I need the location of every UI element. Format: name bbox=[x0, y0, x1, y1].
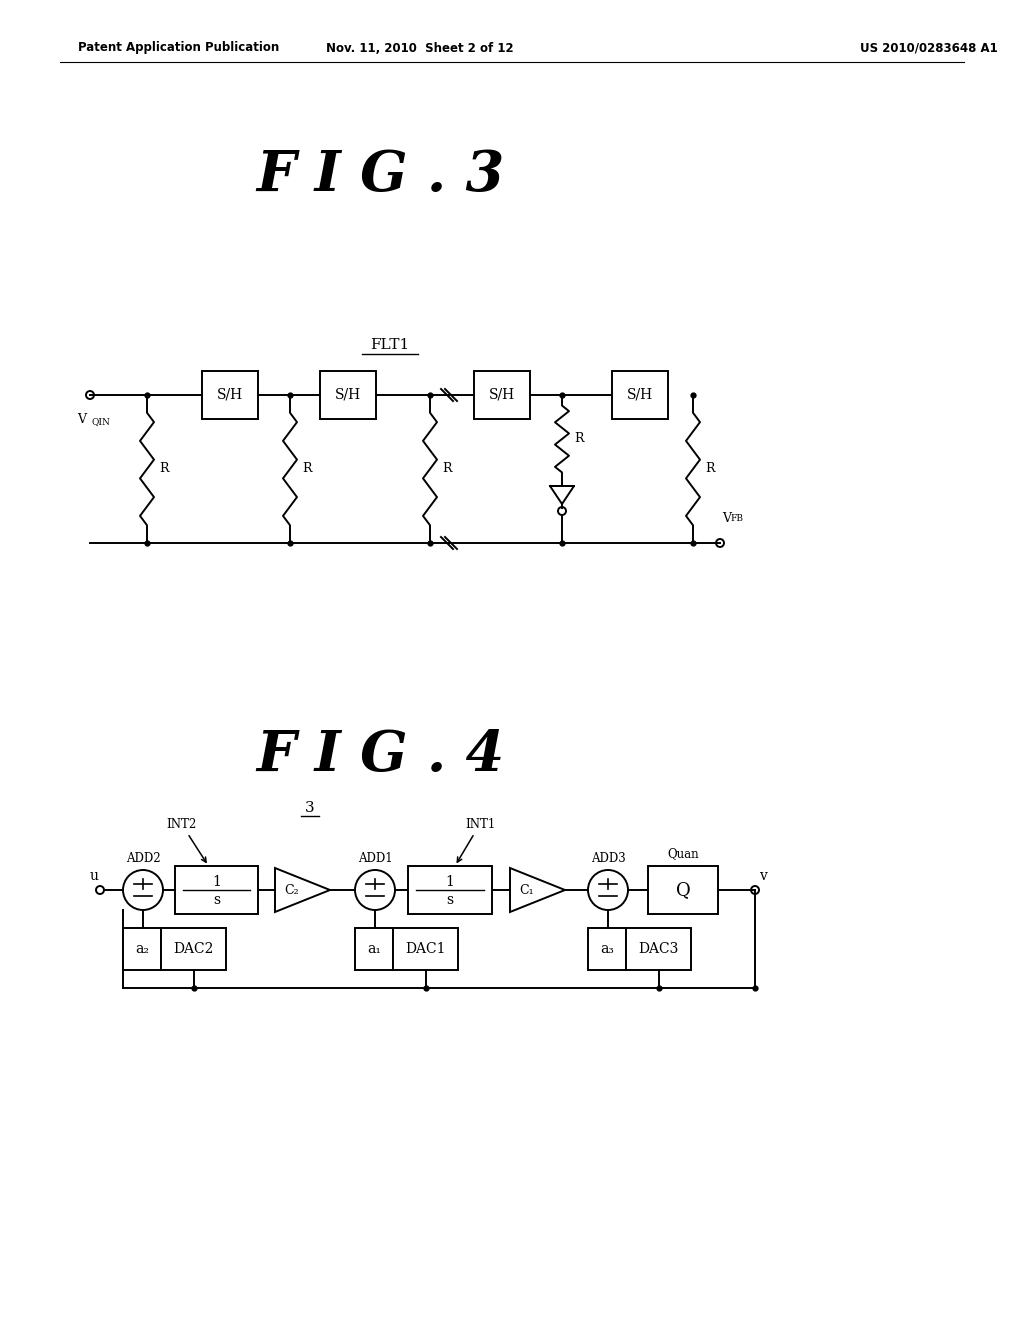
Text: 1: 1 bbox=[445, 875, 455, 888]
Text: S/H: S/H bbox=[488, 388, 515, 403]
Text: V: V bbox=[77, 413, 86, 426]
Text: 1: 1 bbox=[212, 875, 221, 888]
Text: R: R bbox=[574, 433, 584, 446]
Text: v: v bbox=[759, 869, 767, 883]
Bar bbox=[123, 928, 161, 970]
Text: US 2010/0283648 A1: US 2010/0283648 A1 bbox=[860, 41, 997, 54]
Text: V: V bbox=[722, 512, 731, 525]
Text: a₃: a₃ bbox=[600, 942, 614, 956]
Text: INT2: INT2 bbox=[166, 817, 206, 862]
Text: Quan: Quan bbox=[668, 847, 698, 861]
Bar bbox=[355, 928, 393, 970]
Bar bbox=[626, 928, 691, 970]
Text: s: s bbox=[213, 892, 220, 907]
Text: C₁: C₁ bbox=[519, 883, 534, 896]
Text: R: R bbox=[442, 462, 452, 475]
Text: FLT1: FLT1 bbox=[371, 338, 410, 352]
Text: INT1: INT1 bbox=[458, 817, 496, 862]
Bar bbox=[202, 371, 258, 418]
Text: S/H: S/H bbox=[627, 388, 653, 403]
Text: ADD2: ADD2 bbox=[126, 851, 161, 865]
Text: Nov. 11, 2010  Sheet 2 of 12: Nov. 11, 2010 Sheet 2 of 12 bbox=[327, 41, 514, 54]
Bar bbox=[612, 371, 668, 418]
Text: ADD1: ADD1 bbox=[357, 851, 392, 865]
Text: F I G . 4: F I G . 4 bbox=[256, 727, 504, 783]
Text: R: R bbox=[159, 462, 169, 475]
Text: DAC2: DAC2 bbox=[173, 942, 214, 956]
Text: Q: Q bbox=[676, 880, 690, 899]
Bar bbox=[588, 928, 626, 970]
Text: DAC3: DAC3 bbox=[638, 942, 679, 956]
Text: u: u bbox=[89, 869, 98, 883]
Bar bbox=[161, 928, 226, 970]
Bar bbox=[319, 371, 376, 418]
Text: S/H: S/H bbox=[217, 388, 243, 403]
Text: R: R bbox=[302, 462, 311, 475]
Text: 3: 3 bbox=[305, 801, 314, 814]
Bar bbox=[408, 866, 492, 913]
Text: DAC1: DAC1 bbox=[406, 942, 445, 956]
Text: ADD3: ADD3 bbox=[591, 851, 626, 865]
Text: s: s bbox=[446, 892, 454, 907]
Text: R: R bbox=[705, 462, 715, 475]
Text: FB: FB bbox=[730, 513, 743, 523]
Text: S/H: S/H bbox=[335, 388, 361, 403]
Text: a₁: a₁ bbox=[367, 942, 381, 956]
Text: F I G . 3: F I G . 3 bbox=[256, 148, 504, 202]
Text: C₂: C₂ bbox=[285, 883, 299, 896]
Bar bbox=[175, 866, 258, 913]
Bar bbox=[393, 928, 458, 970]
Text: Patent Application Publication: Patent Application Publication bbox=[78, 41, 280, 54]
Bar bbox=[474, 371, 530, 418]
Bar bbox=[648, 866, 718, 913]
Text: a₂: a₂ bbox=[135, 942, 150, 956]
Text: QIN: QIN bbox=[92, 417, 111, 426]
